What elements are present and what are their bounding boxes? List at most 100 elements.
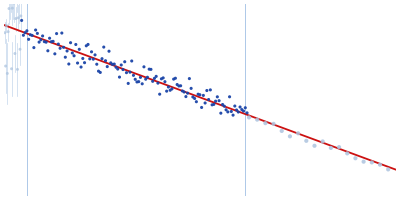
Point [29,34,35,37]
Point [127,71,133,74]
Point [57,47,63,50]
Point [78,65,84,69]
Point [2,64,9,68]
Point [122,60,128,63]
Point [123,71,130,74]
Point [116,75,123,79]
Point [50,40,56,43]
Point [34,32,40,35]
Point [46,37,53,40]
Point [221,105,228,108]
Point [232,104,238,108]
Point [153,75,159,78]
Point [190,95,196,99]
Point [22,31,28,34]
Point [164,90,170,93]
Point [120,68,126,71]
Point [69,51,76,55]
Point [176,84,182,88]
Point [134,80,140,84]
Point [55,42,62,46]
Point [181,90,187,94]
Point [52,52,58,55]
Point [85,43,91,46]
Point [59,31,65,35]
Point [90,58,96,61]
Point [86,57,93,60]
Point [160,76,166,79]
Point [130,74,137,77]
Point [60,46,67,49]
Point [12,17,19,20]
Point [151,77,158,80]
Point [262,122,268,125]
Point [385,168,391,171]
Point [108,61,114,64]
Point [8,67,15,70]
Point [186,77,192,80]
Point [183,95,189,98]
Point [32,28,39,32]
Point [235,110,242,114]
Point [207,88,214,91]
Point [18,19,25,22]
Point [4,72,10,75]
Point [41,40,48,43]
Point [278,129,285,133]
Point [5,30,11,33]
Point [167,89,173,92]
Point [200,94,206,97]
Point [14,68,21,71]
Point [141,65,147,68]
Point [9,7,16,10]
Point [92,53,98,56]
Point [71,54,77,57]
Point [36,41,42,44]
Point [16,0,22,3]
Point [114,67,121,71]
Point [184,92,191,95]
Point [6,7,12,10]
Point [368,161,375,164]
Point [311,144,318,147]
Point [17,48,23,51]
Point [225,110,231,113]
Point [179,89,186,93]
Point [26,38,32,41]
Point [165,85,172,89]
Point [254,118,260,121]
Point [148,68,154,71]
Point [125,82,132,85]
Point [155,82,161,85]
Point [109,63,116,66]
Point [233,108,240,112]
Point [3,24,10,27]
Point [64,49,70,53]
Point [43,41,49,44]
Point [2,31,8,34]
Point [12,52,18,55]
Point [67,41,74,44]
Point [15,16,22,19]
Point [178,84,184,87]
Point [377,163,383,166]
Point [18,14,24,18]
Point [270,122,277,125]
Point [197,93,203,96]
Point [24,29,30,32]
Point [80,57,86,60]
Point [240,109,247,113]
Point [48,40,54,43]
Point [102,59,109,62]
Point [97,71,104,74]
Point [205,98,212,101]
Point [104,65,110,68]
Point [11,1,17,5]
Point [137,76,144,79]
Point [106,50,112,53]
Point [144,76,151,79]
Point [244,111,250,114]
Point [198,106,205,109]
Point [188,87,194,90]
Point [45,49,51,52]
